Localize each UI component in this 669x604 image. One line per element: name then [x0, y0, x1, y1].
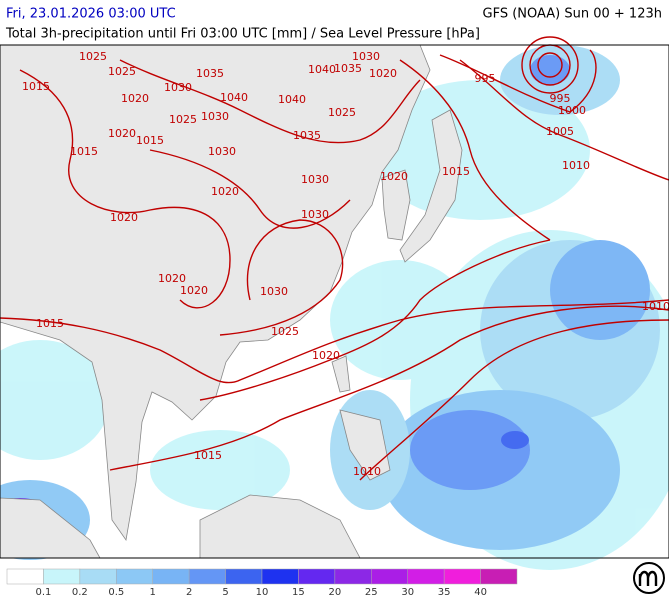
isobar-label: 1020 — [158, 272, 186, 285]
legend-value: 0.5 — [108, 587, 124, 598]
isobar-label: 1025 — [79, 50, 107, 63]
isobar-label: 1040 — [278, 93, 306, 106]
isobar-label: 995 — [475, 72, 496, 85]
isobar-label: 1010 — [353, 465, 381, 478]
isobar-label: 1030 — [352, 50, 380, 63]
legend-swatch — [152, 568, 190, 585]
sumatra — [0, 497, 101, 559]
isobar-label: 1030 — [301, 173, 329, 186]
isobar-label: 1015 — [70, 145, 98, 158]
japan — [399, 109, 463, 263]
legend-value: 5 — [222, 587, 228, 598]
isobar-label: 1015 — [22, 80, 50, 93]
isobar-label: 1015 — [442, 165, 470, 178]
legend-value: 40 — [474, 587, 487, 598]
isobars — [0, 36, 669, 481]
isobar-label: 1000 — [558, 104, 586, 117]
isobar-label: 1030 — [164, 81, 192, 94]
isobar-label: 1020 — [108, 127, 136, 140]
legend-swatch — [334, 568, 372, 585]
isobar-label: 1025 — [108, 65, 136, 78]
isobar-label: 1015 — [136, 134, 164, 147]
map-frame — [0, 44, 669, 559]
legend-value: 0.2 — [72, 587, 88, 598]
date-label: Fri, 23.01.2026 03:00 UTC — [6, 7, 176, 22]
legend-swatch — [443, 568, 481, 585]
isobar-label: 1030 — [260, 285, 288, 298]
legend-value: 2 — [186, 587, 192, 598]
legend-swatch — [298, 568, 336, 585]
mainland — [0, 44, 431, 542]
legend-value: 1 — [150, 587, 156, 598]
isobar-label: 1020 — [110, 211, 138, 224]
korea — [381, 169, 411, 241]
subtitle: Total 3h-precipitation until Fri 03:00 U… — [5, 27, 480, 42]
model-label: GFS (NOAA) Sun 00 + 123h — [483, 7, 662, 22]
legend-swatch — [79, 568, 117, 585]
isobar-label: 1030 — [301, 208, 329, 221]
isobar-label: 1025 — [328, 106, 356, 119]
isobar-label: 1005 — [546, 125, 574, 138]
legend-swatch — [371, 568, 408, 585]
isobar-label: 1025 — [169, 113, 197, 126]
isobar-label: 1020 — [121, 92, 149, 105]
legend: 0.1 0.2 0.5 1 2 5 10 15 20 25 30 35 40 — [6, 568, 518, 598]
legend-value: 10 — [256, 587, 269, 598]
legend-swatch — [261, 568, 299, 585]
isobar-label: 1020 — [211, 185, 239, 198]
isobar-label: 1035 — [334, 62, 362, 75]
legend-swatch — [116, 568, 153, 585]
isobar-label: 1015 — [194, 449, 222, 462]
legend-swatch — [480, 568, 518, 585]
isobar-label: 1010 — [562, 159, 590, 172]
isobar-label: 1020 — [369, 67, 397, 80]
legend-swatch — [6, 568, 44, 585]
isobar-label: 1020 — [180, 284, 208, 297]
legend-value: 30 — [401, 587, 414, 598]
legend-value: 35 — [438, 587, 451, 598]
philippines — [331, 355, 391, 481]
isobar-label: 1040 — [220, 91, 248, 104]
isobar-label: 1035 — [293, 129, 321, 142]
legend-swatch — [43, 568, 81, 585]
isobar-label: 1040 — [308, 63, 336, 76]
legend-value: 0.1 — [35, 587, 51, 598]
isobar-label: 1035 — [196, 67, 224, 80]
isobar-label: 1010 — [642, 300, 669, 313]
isobar-label: 995 — [550, 92, 571, 105]
isobar-label: 1015 — [36, 317, 64, 330]
isobar-label: 1030 — [201, 110, 229, 123]
logo — [633, 562, 665, 594]
legend-swatch — [188, 568, 226, 585]
isobar-label: 1020 — [380, 170, 408, 183]
isobar-label: 1030 — [208, 145, 236, 158]
legend-value: 25 — [365, 587, 378, 598]
isobar-label: 1020 — [312, 349, 340, 362]
legend-swatch — [407, 568, 445, 585]
legend-value: 20 — [328, 587, 341, 598]
isobar-label: 1025 — [271, 325, 299, 338]
legend-value: 15 — [292, 587, 305, 598]
legend-swatch — [225, 568, 263, 585]
